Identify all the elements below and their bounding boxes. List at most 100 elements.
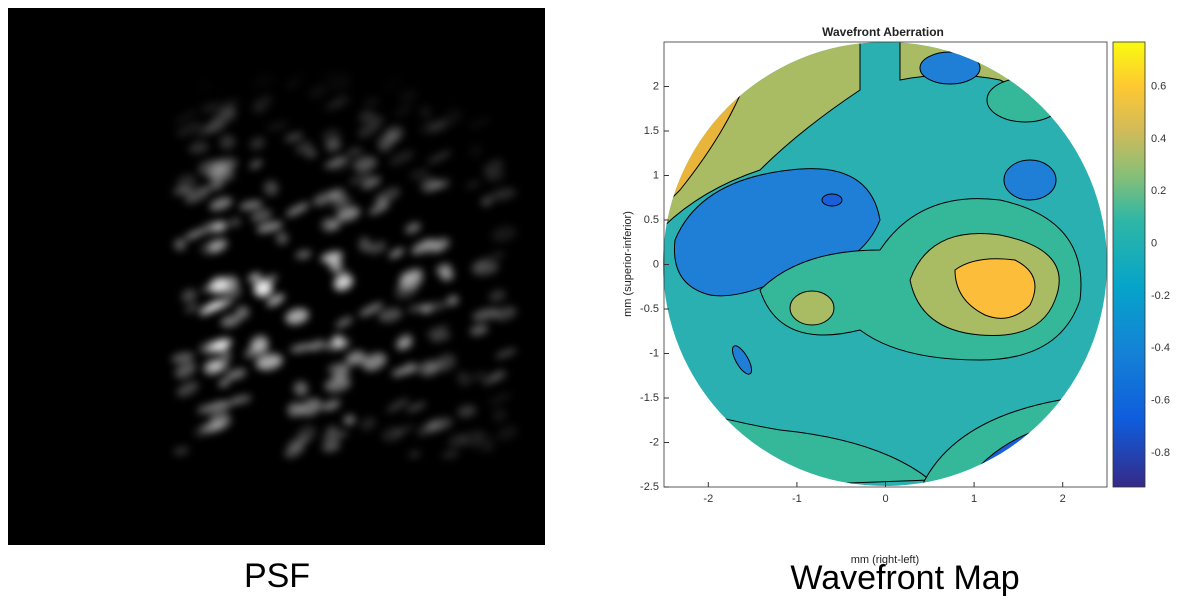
speckle bbox=[381, 426, 404, 443]
speckle bbox=[328, 219, 342, 231]
speckle bbox=[457, 371, 471, 387]
speckle bbox=[211, 220, 224, 231]
speckle bbox=[266, 121, 289, 132]
speckle bbox=[368, 241, 387, 255]
speckle bbox=[488, 392, 512, 406]
speckle bbox=[492, 408, 507, 422]
speckle bbox=[174, 362, 197, 379]
speckle bbox=[228, 217, 242, 227]
speckle bbox=[275, 232, 289, 245]
colorbar-tick-label: 0 bbox=[1151, 237, 1157, 249]
speckle bbox=[427, 150, 452, 164]
speckle bbox=[212, 400, 230, 409]
speckle bbox=[253, 275, 278, 289]
speckle bbox=[419, 105, 432, 120]
colorbar-tick-label: -0.6 bbox=[1151, 395, 1170, 407]
speckle bbox=[206, 299, 232, 311]
speckle bbox=[375, 187, 401, 204]
speckle bbox=[333, 274, 353, 291]
speckle bbox=[482, 375, 498, 385]
speckle bbox=[335, 316, 353, 329]
speckle bbox=[371, 114, 385, 128]
speckle bbox=[472, 261, 499, 276]
speckle bbox=[287, 402, 304, 417]
speckle bbox=[173, 446, 190, 456]
speckle bbox=[285, 308, 309, 325]
speckle bbox=[224, 99, 241, 107]
speckle bbox=[219, 134, 236, 150]
x-tick-label: 0 bbox=[882, 493, 888, 505]
psf-caption: PSF bbox=[244, 557, 310, 595]
x-tick-label: -1 bbox=[792, 493, 802, 505]
speckle bbox=[184, 228, 207, 240]
speckle bbox=[357, 123, 379, 138]
speckle bbox=[184, 303, 200, 313]
speckle bbox=[209, 277, 229, 294]
speckle bbox=[389, 248, 405, 259]
speckle bbox=[480, 196, 493, 207]
speckle bbox=[359, 302, 384, 317]
speckle bbox=[345, 351, 366, 366]
speckle bbox=[176, 121, 202, 137]
speckle bbox=[346, 147, 363, 156]
speckle bbox=[353, 156, 378, 172]
speckle bbox=[441, 450, 460, 459]
speckle bbox=[358, 236, 372, 253]
y-tick-label: 1 bbox=[653, 169, 659, 181]
speckle bbox=[295, 250, 312, 260]
speckle bbox=[491, 226, 517, 243]
speckle bbox=[408, 450, 421, 459]
speckle bbox=[174, 238, 187, 251]
colorbar bbox=[1112, 41, 1146, 488]
y-tick-label: -1.5 bbox=[640, 392, 659, 404]
speckle bbox=[424, 420, 449, 433]
speckle bbox=[322, 397, 342, 410]
speckle bbox=[336, 206, 361, 222]
speckle bbox=[249, 136, 266, 151]
speckle bbox=[173, 109, 199, 125]
speckle bbox=[293, 381, 309, 397]
speckle bbox=[208, 238, 228, 253]
speckle bbox=[331, 197, 353, 209]
speckle bbox=[426, 359, 444, 374]
speckle bbox=[266, 294, 285, 307]
speckle bbox=[309, 339, 325, 351]
speckle bbox=[469, 371, 489, 382]
speckle bbox=[176, 174, 197, 192]
speckle bbox=[469, 324, 489, 336]
speckle bbox=[405, 222, 421, 234]
colorbar-tick-label: -0.8 bbox=[1151, 447, 1170, 459]
speckle bbox=[250, 209, 272, 223]
speckle bbox=[471, 308, 500, 321]
speckle bbox=[308, 84, 328, 99]
speckle bbox=[360, 417, 377, 431]
speckle bbox=[322, 440, 341, 453]
speckle bbox=[297, 425, 317, 443]
speckle bbox=[385, 125, 404, 142]
speckle bbox=[378, 308, 403, 322]
x-tick-label: 1 bbox=[971, 493, 977, 505]
speckle bbox=[181, 288, 197, 303]
speckle bbox=[220, 351, 233, 361]
y-tick-label: 1.5 bbox=[644, 125, 659, 137]
speckle bbox=[330, 155, 353, 171]
speckle bbox=[398, 273, 424, 290]
speckle bbox=[263, 180, 279, 196]
speckle bbox=[482, 159, 504, 176]
speckle bbox=[250, 335, 268, 352]
speckle bbox=[358, 110, 376, 124]
speckle bbox=[285, 202, 310, 217]
speckle bbox=[398, 88, 418, 104]
speckle bbox=[465, 180, 481, 189]
x-axis-label: mm (right-left) bbox=[851, 554, 919, 566]
speckle bbox=[285, 79, 299, 89]
speckle bbox=[401, 363, 418, 374]
speckle bbox=[362, 353, 387, 371]
speckle bbox=[388, 150, 415, 166]
speckle bbox=[207, 338, 233, 353]
y-tick-label: 0.5 bbox=[644, 214, 659, 226]
speckle bbox=[396, 337, 413, 350]
speckle bbox=[188, 141, 209, 154]
speckle bbox=[209, 418, 233, 432]
speckle bbox=[490, 187, 517, 201]
